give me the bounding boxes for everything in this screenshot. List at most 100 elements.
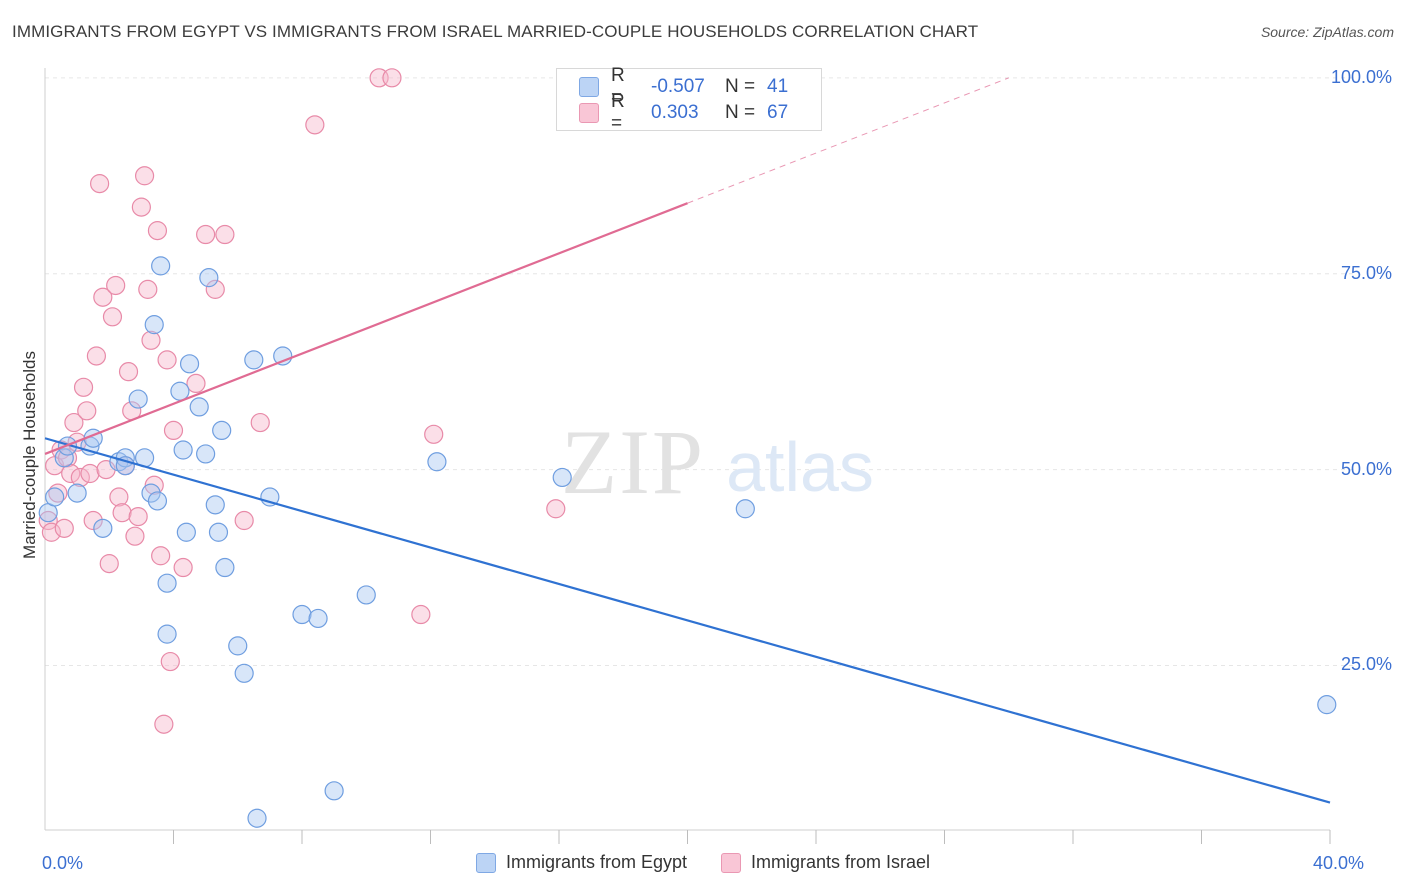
series-legend: Immigrants from Egypt Immigrants from Is… <box>0 852 1406 873</box>
y-tick-label: 100.0% <box>1330 66 1392 87</box>
egypt-point <box>157 573 177 593</box>
israel-point <box>128 506 148 527</box>
israel-point <box>41 522 62 542</box>
r-label: R = <box>611 65 625 108</box>
egypt-trend-line <box>44 437 1331 804</box>
egypt-point <box>128 389 148 409</box>
egypt-point <box>144 315 164 335</box>
legend-item-israel: Immigrants from Israel <box>721 852 930 873</box>
israel-point <box>305 115 325 135</box>
israel-swatch <box>721 852 741 873</box>
egypt-point <box>228 636 248 656</box>
egypt-point <box>205 495 225 515</box>
egypt-point <box>308 608 328 629</box>
israel-point <box>73 377 94 397</box>
israel-point <box>163 420 184 441</box>
egypt-point <box>1317 695 1337 715</box>
israel-point <box>215 224 235 245</box>
israel-point <box>112 503 132 523</box>
egypt-point <box>189 397 209 417</box>
israel-point <box>157 350 177 370</box>
israel-point <box>64 412 84 433</box>
egypt-point <box>292 604 312 625</box>
chart-title: IMMIGRANTS FROM EGYPT VS IMMIGRANTS FROM… <box>12 22 979 41</box>
egypt-point <box>215 557 235 578</box>
israel-point <box>93 287 113 307</box>
israel-n-value: 67 <box>767 102 789 123</box>
egypt-point <box>179 354 200 374</box>
legend-label-egypt: Immigrants from Egypt <box>505 852 687 872</box>
r-label: R = <box>611 91 625 134</box>
egypt-r-value: -0.507 <box>651 76 705 97</box>
israel-point <box>205 279 225 299</box>
egypt-point <box>208 522 229 542</box>
israel-point <box>77 401 97 421</box>
egypt-swatch <box>579 77 599 97</box>
egypt-point <box>170 381 190 401</box>
israel-trend-line <box>44 202 688 455</box>
israel-point <box>382 68 402 88</box>
series-israel-points <box>38 68 566 734</box>
israel-point <box>70 467 90 488</box>
egypt-point <box>93 518 113 538</box>
israel-point <box>160 651 180 672</box>
y-tick-label: 75.0% <box>1340 262 1392 283</box>
israel-point <box>424 424 444 444</box>
israel-point <box>118 362 139 382</box>
israel-point <box>99 554 119 574</box>
egypt-point <box>199 268 219 288</box>
egypt-point <box>244 350 264 370</box>
source-label: Source: ZipAtlas.com <box>1260 24 1394 40</box>
egypt-point <box>54 448 74 468</box>
israel-point <box>131 197 151 217</box>
correlation-legend: R = -0.507 N = 41 R = 0.303 N = 67 <box>556 65 822 134</box>
legend-row-egypt: R = -0.507 N = 41 <box>579 65 789 108</box>
israel-trend-extension <box>687 77 1009 204</box>
egypt-point <box>141 483 161 503</box>
y-tick-label: 50.0% <box>1340 458 1392 479</box>
israel-point <box>186 373 206 394</box>
israel-point <box>546 499 566 519</box>
legend-item-egypt: Immigrants from Egypt <box>475 852 687 873</box>
n-label: N = <box>725 76 756 97</box>
grid-lines <box>45 77 1355 666</box>
watermark-zip: ZIP <box>561 411 705 513</box>
axes <box>44 68 1331 844</box>
y-tick-label: 25.0% <box>1340 654 1392 675</box>
egypt-point <box>212 420 232 441</box>
x-tick-label: 40.0% <box>1312 853 1364 873</box>
israel-point <box>80 463 100 484</box>
series-egypt-points <box>38 256 1337 828</box>
egypt-point <box>247 808 267 828</box>
egypt-point <box>176 522 196 542</box>
israel-point <box>196 224 216 245</box>
israel-point <box>109 487 129 507</box>
israel-point <box>86 346 107 366</box>
israel-point <box>154 714 174 734</box>
israel-point <box>90 174 110 194</box>
israel-point <box>106 275 126 296</box>
israel-point <box>411 604 431 625</box>
egypt-swatch <box>475 852 496 873</box>
watermark-atlas: atlas <box>726 428 874 506</box>
israel-point <box>134 166 155 186</box>
egypt-point <box>324 781 344 801</box>
israel-point <box>125 526 145 546</box>
egypt-point <box>356 585 376 605</box>
n-label: N = <box>725 102 756 123</box>
egypt-n-value: 41 <box>767 76 789 97</box>
israel-swatch <box>579 103 599 123</box>
egypt-point <box>173 440 193 460</box>
israel-r-value: 0.303 <box>651 102 699 123</box>
egypt-point <box>157 624 177 644</box>
egypt-point <box>151 256 171 276</box>
israel-point <box>54 518 74 538</box>
egypt-point <box>67 483 87 503</box>
israel-point <box>138 279 158 299</box>
legend-label-israel: Immigrants from Israel <box>751 852 931 872</box>
israel-point <box>234 510 254 531</box>
trend-lines <box>44 77 1331 804</box>
egypt-point <box>552 467 572 488</box>
israel-point <box>151 546 171 566</box>
israel-point <box>141 330 161 350</box>
